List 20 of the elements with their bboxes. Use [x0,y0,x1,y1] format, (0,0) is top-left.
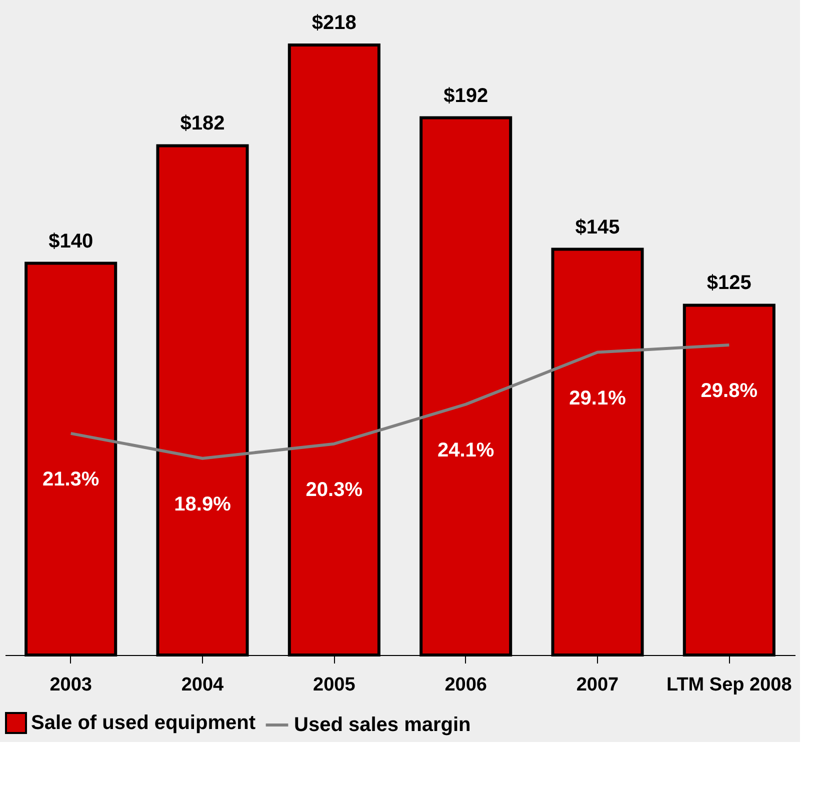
x-tick-label: 2007 [576,674,619,696]
x-tick-label: 2005 [313,674,356,696]
data-label: $140 [48,230,94,252]
x-tick-label: 2006 [444,674,487,696]
x-tick-label: LTM Sep 2008 [666,674,792,696]
legend-label: Used sales margin [294,714,471,736]
data-label: 20.3% [306,478,363,501]
data-label: $182 [180,112,225,135]
data-label: 29.1% [569,387,626,410]
data-label: 24.1% [437,439,494,462]
data-label: $125 [706,272,752,294]
data-label: $192 [444,84,488,107]
data-label: 29.8% [700,380,758,402]
data-label: $218 [312,12,356,34]
data-label: $145 [575,216,620,238]
data-label: 18.9% [174,493,232,516]
x-tick-label: 2003 [50,674,92,696]
legend-label: Sale of used equipment [31,712,256,734]
data-label: 21.3% [42,468,100,490]
x-tick-label: 2004 [181,674,224,696]
